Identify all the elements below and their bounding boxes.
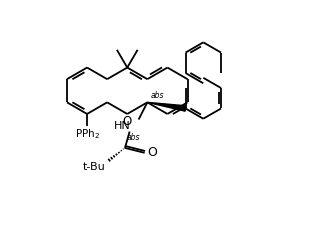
- Text: O: O: [123, 115, 132, 128]
- Text: O: O: [147, 146, 157, 159]
- Polygon shape: [147, 102, 186, 111]
- Text: abs: abs: [127, 133, 140, 142]
- Text: HN: HN: [114, 121, 131, 131]
- Text: abs: abs: [151, 91, 164, 100]
- Text: PPh$_2$: PPh$_2$: [75, 128, 100, 141]
- Text: t-Bu: t-Bu: [83, 162, 106, 172]
